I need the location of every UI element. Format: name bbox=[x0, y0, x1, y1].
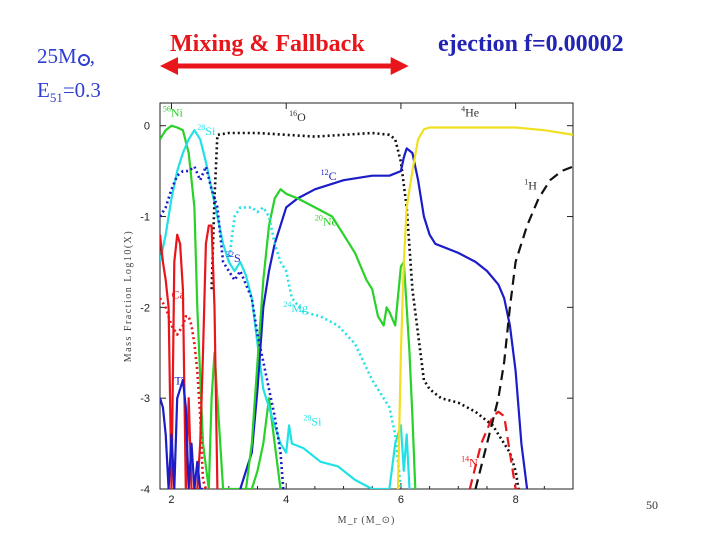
ejection-title: ejection f=0.00002 bbox=[438, 31, 624, 57]
series-label-16o: 16O bbox=[289, 109, 306, 124]
energy-value: =0.3 bbox=[62, 78, 101, 103]
x-axis-label: M_r (M_⊙) bbox=[338, 515, 396, 526]
series-label-28si: 28Si bbox=[303, 413, 322, 428]
plot-frame bbox=[159, 102, 574, 490]
y-tick-label: -2 bbox=[140, 302, 150, 314]
model-energy: E51=0.3 bbox=[37, 77, 101, 111]
series-label-4he: 4He bbox=[461, 105, 479, 120]
x-tick-label: 8 bbox=[513, 494, 519, 506]
series-line-32s bbox=[160, 165, 285, 489]
series-line-24mg bbox=[227, 206, 403, 489]
series-label-ti: Ti bbox=[174, 374, 185, 388]
series-label-56ni: 56Ni bbox=[163, 105, 184, 120]
series-line-4he bbox=[396, 126, 573, 489]
page-number: 50 bbox=[646, 498, 658, 512]
x-tick-label: 2 bbox=[168, 494, 174, 506]
y-tick-label: -1 bbox=[140, 212, 150, 224]
series-label-1h: 1H bbox=[524, 177, 537, 192]
series-label-24mg: 24Mg bbox=[283, 300, 308, 315]
y-tick-label: -4 bbox=[140, 484, 150, 496]
series-line-16o bbox=[210, 131, 520, 489]
series-line-1h bbox=[474, 165, 573, 489]
series-label-12c: 12C bbox=[321, 168, 337, 183]
series-label-28si: 28Si bbox=[197, 123, 216, 138]
y-tick-label: -3 bbox=[140, 393, 150, 405]
series-label-14n: 14N bbox=[461, 454, 478, 469]
y-axis-label: Mass Fraction Log10(X) bbox=[123, 230, 134, 362]
sun-symbol-icon bbox=[77, 54, 90, 67]
series-label-ca: Ca bbox=[171, 287, 185, 301]
energy-label: E bbox=[37, 78, 50, 103]
series-line-ca-solid bbox=[160, 224, 219, 489]
x-tick-label: 4 bbox=[283, 494, 289, 506]
mixing-fallback-title: Mixing & Fallback bbox=[170, 31, 365, 57]
energy-subscript: 51 bbox=[49, 90, 63, 106]
mixing-arrow-left-head-icon bbox=[160, 57, 178, 75]
mixing-arrow-right-head-icon bbox=[390, 57, 409, 75]
series-line-14n bbox=[468, 410, 519, 489]
y-tick-label: 0 bbox=[144, 121, 150, 133]
series-line-12c bbox=[239, 147, 529, 489]
series-label-32s: 32S bbox=[226, 250, 241, 265]
series-line-28si bbox=[160, 129, 411, 489]
model-parameters: 25M, E51=0.3 bbox=[37, 43, 101, 111]
model-mass: 25M, bbox=[37, 44, 95, 68]
series-line-ti bbox=[160, 378, 203, 489]
series-label-20ne: 20Ne bbox=[315, 214, 337, 229]
x-tick-label: 6 bbox=[398, 494, 404, 506]
mass-text: 25M bbox=[37, 44, 77, 68]
